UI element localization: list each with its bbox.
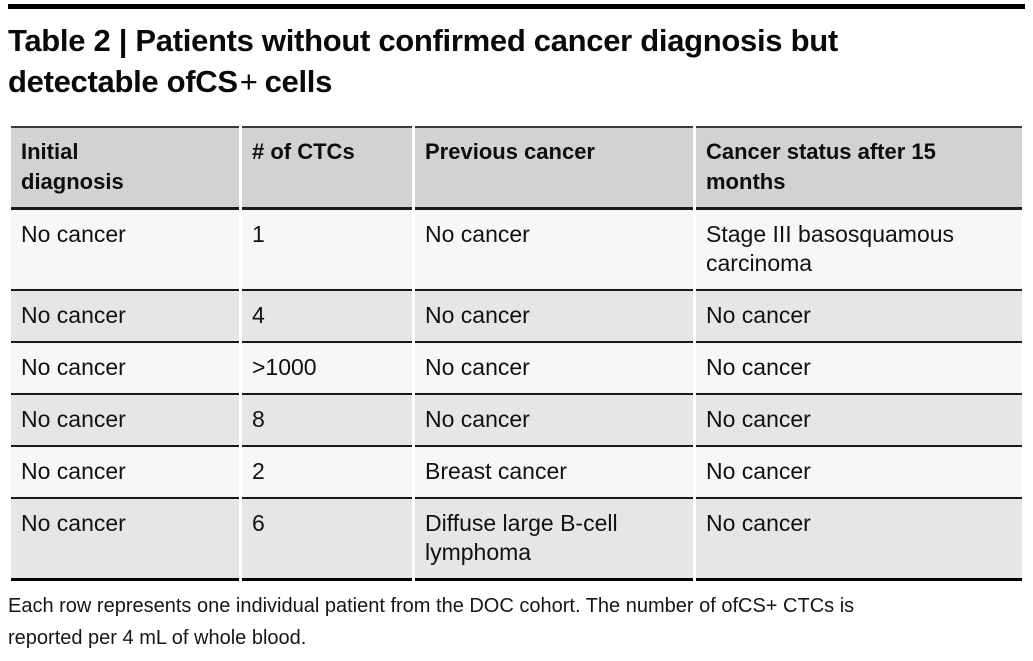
column-header-cancer-status: Cancer status after 15 months [696, 126, 1022, 210]
table-cell-num-ctcs: >1000 [242, 343, 412, 395]
column-header-previous-cancer: Previous cancer [415, 126, 693, 210]
column-header-num-ctcs: # of CTCs [242, 126, 412, 210]
table-cell-initial-diagnosis: No cancer [11, 343, 239, 395]
table-title-line2-prefix: detectable ofCS [8, 64, 238, 99]
table-cell-num-ctcs: 4 [242, 291, 412, 343]
table-cell-previous-cancer: No cancer [415, 343, 693, 395]
header-label: Initial diagnosis [21, 139, 124, 194]
table-cell-initial-diagnosis: No cancer [11, 210, 239, 291]
table-row: No cancer 1 No cancer Stage III basosqua… [11, 210, 1022, 291]
table-cell-cancer-status: No cancer [696, 447, 1022, 499]
column-header-initial-diagnosis: Initial diagnosis [11, 126, 239, 210]
table-title: Table 2 | Patients without confirmed can… [8, 20, 1025, 102]
table-cell-cancer-status: No cancer [696, 395, 1022, 447]
table-cell-previous-cancer: No cancer [415, 395, 693, 447]
header-label: # of CTCs [252, 139, 355, 164]
table-body: No cancer 1 No cancer Stage III basosqua… [11, 210, 1022, 581]
table-title-line1: Table 2 | Patients without confirmed can… [8, 23, 838, 58]
table-cell-num-ctcs: 1 [242, 210, 412, 291]
header-row: Initial diagnosis # of CTCs Previous can… [11, 126, 1022, 210]
table-header: Initial diagnosis # of CTCs Previous can… [11, 126, 1022, 210]
table-cell-initial-diagnosis: No cancer [11, 395, 239, 447]
table-cell-cancer-status: No cancer [696, 343, 1022, 395]
table-cell-cancer-status: No cancer [696, 291, 1022, 343]
header-label: Cancer status after 15 months [706, 139, 936, 194]
table-cell-cancer-status: Stage III basosquamous carcinoma [696, 210, 1022, 291]
table-row: No cancer >1000 No cancer No cancer [11, 343, 1022, 395]
table-cell-previous-cancer: Diffuse large B-cell lymphoma [415, 499, 693, 581]
table-cell-num-ctcs: 2 [242, 447, 412, 499]
title-top-rule [8, 4, 1025, 9]
table-cell-initial-diagnosis: No cancer [11, 447, 239, 499]
table-footnote: Each row represents one individual patie… [8, 595, 855, 649]
table-cell-num-ctcs: 8 [242, 395, 412, 447]
table-row: No cancer 8 No cancer No cancer [11, 395, 1022, 447]
table-cell-initial-diagnosis: No cancer [11, 291, 239, 343]
header-label: Previous cancer [425, 139, 595, 164]
patients-table: Initial diagnosis # of CTCs Previous can… [8, 126, 1025, 581]
table-title-line2-suffix: cells [264, 64, 333, 99]
table-row: No cancer 4 No cancer No cancer [11, 291, 1022, 343]
table-row: No cancer 6 Diffuse large B-cell lymphom… [11, 499, 1022, 581]
table-row: No cancer 2 Breast cancer No cancer [11, 447, 1022, 499]
table-cell-previous-cancer: Breast cancer [415, 447, 693, 499]
table-cell-previous-cancer: No cancer [415, 210, 693, 291]
table-cell-cancer-status: No cancer [696, 499, 1022, 581]
table-cell-num-ctcs: 6 [242, 499, 412, 581]
table-cell-initial-diagnosis: No cancer [11, 499, 239, 581]
table-title-line2: detectable ofCS+ cells [8, 61, 1025, 102]
table-cell-previous-cancer: No cancer [415, 291, 693, 343]
plus-symbol: + [239, 64, 258, 99]
